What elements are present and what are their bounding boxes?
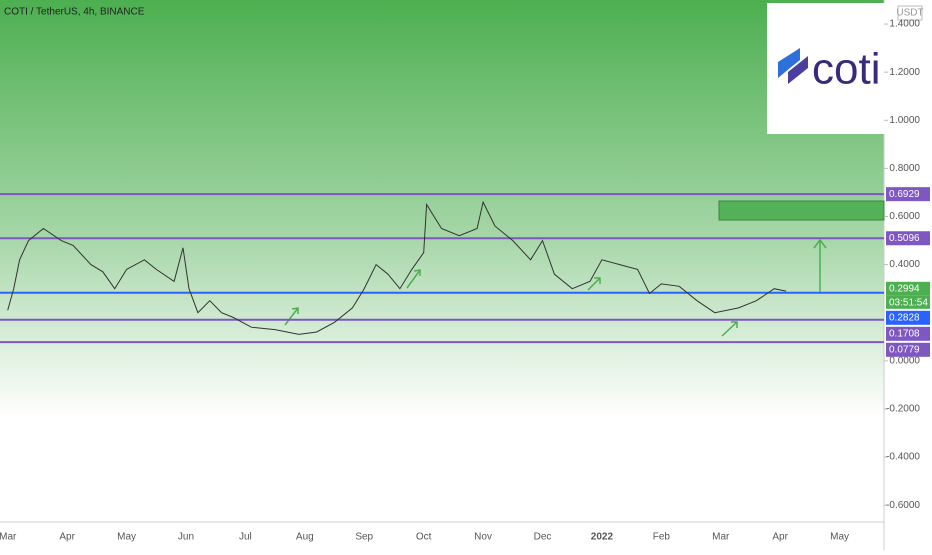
price-badge xyxy=(886,281,930,296)
y-tick-label: 0.0000 xyxy=(889,355,920,366)
x-tick-label: 2022 xyxy=(591,532,614,543)
countdown: 03:51:54 xyxy=(889,297,928,308)
price-line xyxy=(7,200,787,335)
x-tick-label: Jul xyxy=(239,532,252,543)
countdown-bg xyxy=(886,295,930,309)
price-badge xyxy=(886,310,930,325)
x-tick-label: Dec xyxy=(534,532,552,543)
x-tick-label: Aug xyxy=(296,532,314,543)
x-tick-label: Feb xyxy=(653,532,671,543)
x-tick-label: Mar xyxy=(712,532,730,543)
x-tick-label: Apr xyxy=(772,532,788,543)
price-label: 0.6929 xyxy=(889,189,920,200)
y-tick-label: -0.4000 xyxy=(886,452,920,463)
x-tick-label: Jun xyxy=(178,532,194,543)
price-badge xyxy=(886,187,930,202)
logo-text: coti xyxy=(812,45,880,94)
price-label: 0.2994 xyxy=(889,283,920,294)
currency-box xyxy=(897,5,923,21)
x-tick-label: May xyxy=(117,532,136,543)
y-tick-label: 1.2000 xyxy=(889,67,920,78)
price-label: 0.5096 xyxy=(889,233,920,244)
y-tick-label: 0.4000 xyxy=(889,259,920,270)
axis-bg xyxy=(884,0,932,550)
y-tick-label: -0.6000 xyxy=(886,500,920,511)
plot-bg xyxy=(0,0,884,522)
x-tick-label: Nov xyxy=(474,532,492,543)
price-badge xyxy=(886,342,930,357)
y-tick-label: 1.4000 xyxy=(889,19,920,30)
chart-title: COTI / TetherUS, 4h, BINANCE xyxy=(4,7,145,18)
x-tick-label: May xyxy=(830,532,849,543)
arrows xyxy=(284,238,827,337)
y-tick-label: -0.2000 xyxy=(886,404,920,415)
price-badge xyxy=(886,326,930,341)
y-tick-label: 1.0000 xyxy=(889,115,920,126)
x-tick-label: Apr xyxy=(59,532,75,543)
price-badge xyxy=(886,231,930,246)
x-tick-label: Sep xyxy=(355,532,373,543)
currency: USDT xyxy=(896,8,923,19)
axis-bg xyxy=(0,522,884,550)
price-label: 0.2828 xyxy=(889,312,920,323)
target-zone xyxy=(718,200,885,221)
y-tick-label: 0.6000 xyxy=(889,211,920,222)
logo-icon xyxy=(778,48,800,78)
x-tick-label: Oct xyxy=(416,532,432,543)
x-tick-label: Mar xyxy=(0,532,17,543)
price-label: 0.1708 xyxy=(889,328,920,339)
price-label: 0.0779 xyxy=(889,344,920,355)
y-tick-label: 0.8000 xyxy=(889,163,920,174)
logo-icon xyxy=(788,56,808,84)
